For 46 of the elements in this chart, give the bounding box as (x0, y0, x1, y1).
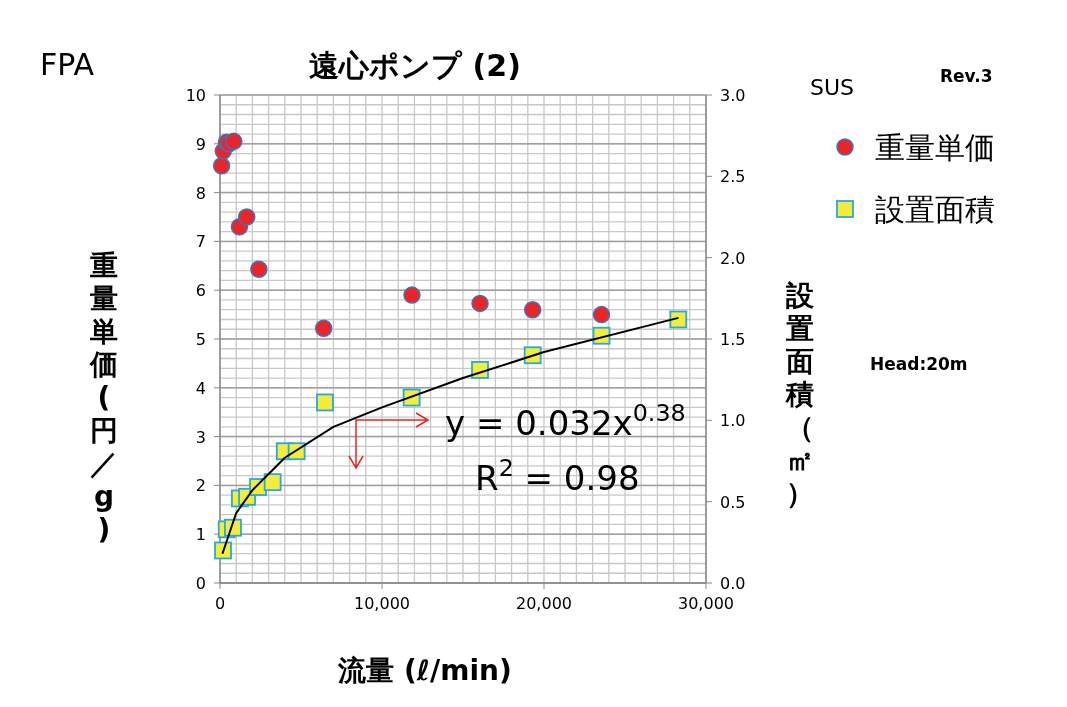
text: FPA (40, 47, 95, 82)
x-tick-label: 30,000 (678, 594, 734, 613)
legend-label: 設置面積 (875, 192, 995, 227)
annotation: R$^{2}$ = 0.98 (475, 454, 640, 498)
y-tick-label: 9 (195, 134, 206, 154)
x-tick-label: 10,000 (354, 594, 410, 613)
y-tick-label: 5 (195, 330, 206, 349)
y-tick-label: 7 (195, 232, 206, 252)
point (263, 473, 282, 492)
point (403, 286, 421, 304)
y2-tick-label: 2.0 (720, 248, 746, 268)
x-tick-label: 20,000 (516, 594, 572, 613)
legend-label: 重量単価 (875, 130, 995, 165)
y2-tick-label: 1.5 (720, 330, 746, 349)
y2-tick-label: 0.0 (720, 574, 746, 593)
point (471, 294, 489, 313)
y2-axis-title: 設置面積（㎡） (785, 279, 814, 510)
point (250, 260, 268, 278)
y-tick-label: 2 (195, 476, 206, 496)
y2-tick-label: 2.5 (720, 167, 746, 187)
y-tick-label: 1 (195, 525, 206, 545)
y-tick-label: 3 (195, 427, 206, 447)
chart-title: 遠心ポンプ (2) (309, 48, 521, 83)
point (225, 132, 243, 151)
x-tick-label: 0 (214, 594, 226, 613)
point (212, 157, 231, 175)
y2-tick-label: 0.5 (720, 492, 746, 512)
y-tick-label: 0 (195, 574, 206, 593)
text: 重量単価(円／g) (90, 249, 118, 546)
y-tick-label: 10 (185, 86, 206, 105)
point (237, 208, 256, 226)
y-tick-label: 4 (195, 378, 206, 398)
point (592, 305, 611, 324)
point (314, 319, 333, 338)
text: Rev.3 (940, 66, 993, 86)
point (669, 310, 688, 329)
y2-tick-label: 3.0 (720, 86, 746, 105)
y-tick-label: 8 (195, 183, 206, 203)
text: Head:20m (870, 354, 968, 374)
x-axis-title: 流量 (ℓ/min) (337, 654, 512, 687)
point (523, 300, 542, 319)
y2-tick-label: 1.0 (720, 411, 746, 431)
annotation: y = 0.032x$^{0.38}$ (445, 399, 686, 443)
y-tick-label: 6 (195, 281, 206, 301)
text: SUS (810, 75, 855, 100)
point (316, 393, 334, 412)
